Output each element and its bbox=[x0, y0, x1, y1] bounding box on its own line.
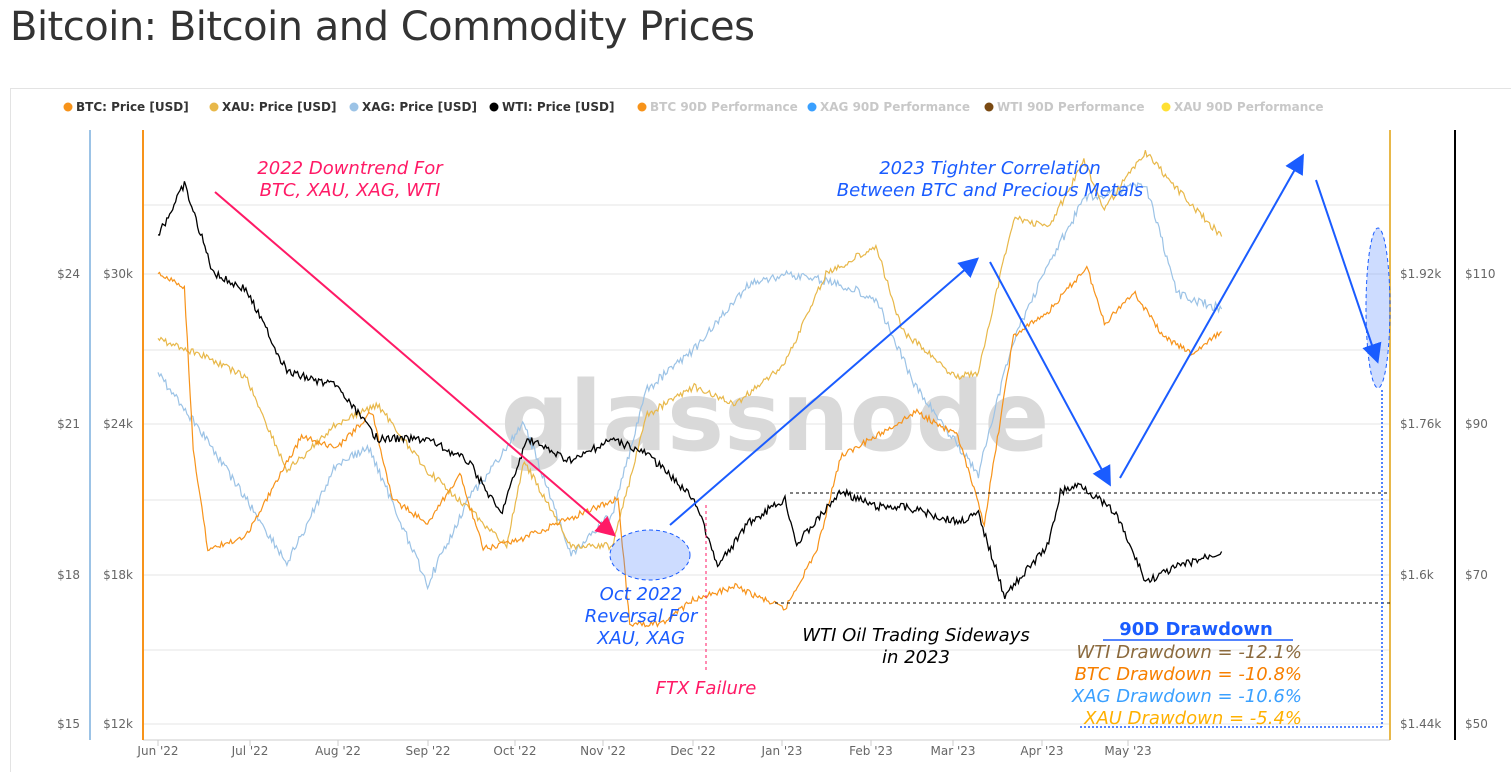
downtrend-arrow bbox=[214, 191, 617, 537]
x-tick-label: Apr '23 bbox=[1020, 744, 1063, 758]
legend-marker[interactable] bbox=[637, 102, 647, 112]
annotations: 2022 Downtrend For BTC, XAU, XAG, WTI 20… bbox=[214, 153, 1391, 729]
drawdown-wti: WTI Drawdown = -12.1% bbox=[1076, 642, 1302, 663]
reversal-label-1: Oct 2022 bbox=[600, 584, 683, 605]
legend-item[interactable]: WTI: Price [USD] bbox=[502, 100, 614, 114]
xag-price-line bbox=[157, 182, 1223, 591]
x-tick-label: Mar '23 bbox=[930, 744, 975, 758]
gridlines bbox=[143, 204, 1390, 741]
wti-tick-label: $90 bbox=[1465, 417, 1488, 431]
legend-marker[interactable] bbox=[807, 102, 817, 112]
xau-tick-label: $1.92k bbox=[1400, 267, 1441, 281]
legend-item[interactable]: XAU: Price [USD] bbox=[222, 100, 336, 114]
legend-marker[interactable] bbox=[349, 102, 359, 112]
wti-tick-label: $70 bbox=[1465, 568, 1488, 582]
btc-tick-label: $12k bbox=[103, 717, 133, 731]
chart-frame bbox=[10, 88, 1511, 772]
xau-tick-label: $1.44k bbox=[1400, 717, 1441, 731]
drawdown-btc: BTC Drawdown = -10.8% bbox=[1075, 664, 1302, 685]
legend-marker[interactable] bbox=[209, 102, 219, 112]
legend-item[interactable]: XAG: Price [USD] bbox=[362, 100, 477, 114]
legend-marker[interactable] bbox=[63, 102, 73, 112]
x-tick-label: Aug '22 bbox=[315, 744, 361, 758]
corr-arrow-1 bbox=[669, 257, 980, 526]
wti-tick-label: $50 bbox=[1465, 717, 1488, 731]
legend-marker[interactable] bbox=[1161, 102, 1171, 112]
corr-arrow-2 bbox=[989, 261, 1111, 487]
xau-tick-label: $1.76k bbox=[1400, 417, 1441, 431]
x-tick-label: Jun '22 bbox=[136, 744, 178, 758]
x-tick-label: Nov '22 bbox=[580, 744, 626, 758]
wti-sideways-label-1: WTI Oil Trading Sideways bbox=[802, 625, 1029, 646]
xag-tick-label: $21 bbox=[57, 417, 80, 431]
legend-item[interactable]: XAG 90D Performance bbox=[820, 100, 970, 114]
drawdown-xag: XAG Drawdown = -10.6% bbox=[1071, 686, 1302, 707]
downtrend-label-2: BTC, XAU, XAG, WTI bbox=[260, 180, 441, 201]
x-tick-label: Feb '23 bbox=[849, 744, 893, 758]
legend: BTC: Price [USD] XAU: Price [USD] XAG: Pri… bbox=[63, 100, 1324, 114]
wti-sideways-label-2: in 2023 bbox=[882, 647, 950, 668]
wti-tick-label: $110 bbox=[1465, 267, 1496, 281]
axes: $15 $18 $21 $24 $12k $18k $24k $30k $1.44k $1.6k $… bbox=[57, 130, 1496, 758]
page-title: Bitcoin: Bitcoin and Commodity Prices bbox=[10, 4, 755, 50]
legend-item[interactable]: BTC: Price [USD] bbox=[76, 100, 189, 114]
legend-item[interactable]: XAU 90D Performance bbox=[1174, 100, 1324, 114]
btc-tick-label: $30k bbox=[103, 267, 133, 281]
drawdown-ellipse bbox=[1365, 227, 1391, 389]
xag-tick-label: $24 bbox=[57, 267, 80, 281]
xau-tick-label: $1.6k bbox=[1400, 568, 1434, 582]
btc-price-line bbox=[157, 265, 1222, 628]
xag-tick-label: $18 bbox=[57, 568, 80, 582]
legend-marker[interactable] bbox=[489, 102, 499, 112]
downtrend-label-1: 2022 Downtrend For bbox=[257, 158, 444, 179]
legend-marker[interactable] bbox=[984, 102, 994, 112]
drawdown-title: 90D Drawdown bbox=[1119, 619, 1273, 640]
corr-arrow-3 bbox=[1119, 153, 1304, 479]
correlation-label-1: 2023 Tighter Correlation bbox=[879, 158, 1101, 179]
xau-price-line bbox=[157, 150, 1223, 551]
wti-price-line bbox=[157, 181, 1223, 600]
reversal-label-3: XAU, XAG bbox=[596, 628, 685, 649]
x-tick-label: May '23 bbox=[1104, 744, 1151, 758]
x-tick-label: Oct '22 bbox=[493, 744, 536, 758]
btc-tick-label: $24k bbox=[103, 417, 133, 431]
btc-tick-label: $18k bbox=[103, 568, 133, 582]
xag-tick-label: $15 bbox=[57, 717, 80, 731]
corr-arrow-4 bbox=[1315, 179, 1382, 364]
watermark: glassnode bbox=[501, 361, 1050, 473]
x-tick-label: Jan '23 bbox=[761, 744, 803, 758]
x-tick-label: Sep '22 bbox=[406, 744, 451, 758]
x-tick-label: Jul '22 bbox=[231, 744, 269, 758]
legend-item[interactable]: WTI 90D Performance bbox=[997, 100, 1145, 114]
x-tick-label: Dec '22 bbox=[670, 744, 716, 758]
reversal-label-2: Reversal For bbox=[585, 606, 699, 627]
legend-item[interactable]: BTC 90D Performance bbox=[650, 100, 798, 114]
reversal-ellipse bbox=[609, 529, 691, 581]
ftx-label: FTX Failure bbox=[656, 678, 757, 699]
drawdown-xau: XAU Drawdown = -5.4% bbox=[1083, 708, 1302, 729]
correlation-label-2: Between BTC and Precious Metals bbox=[837, 180, 1144, 201]
series bbox=[157, 150, 1223, 628]
